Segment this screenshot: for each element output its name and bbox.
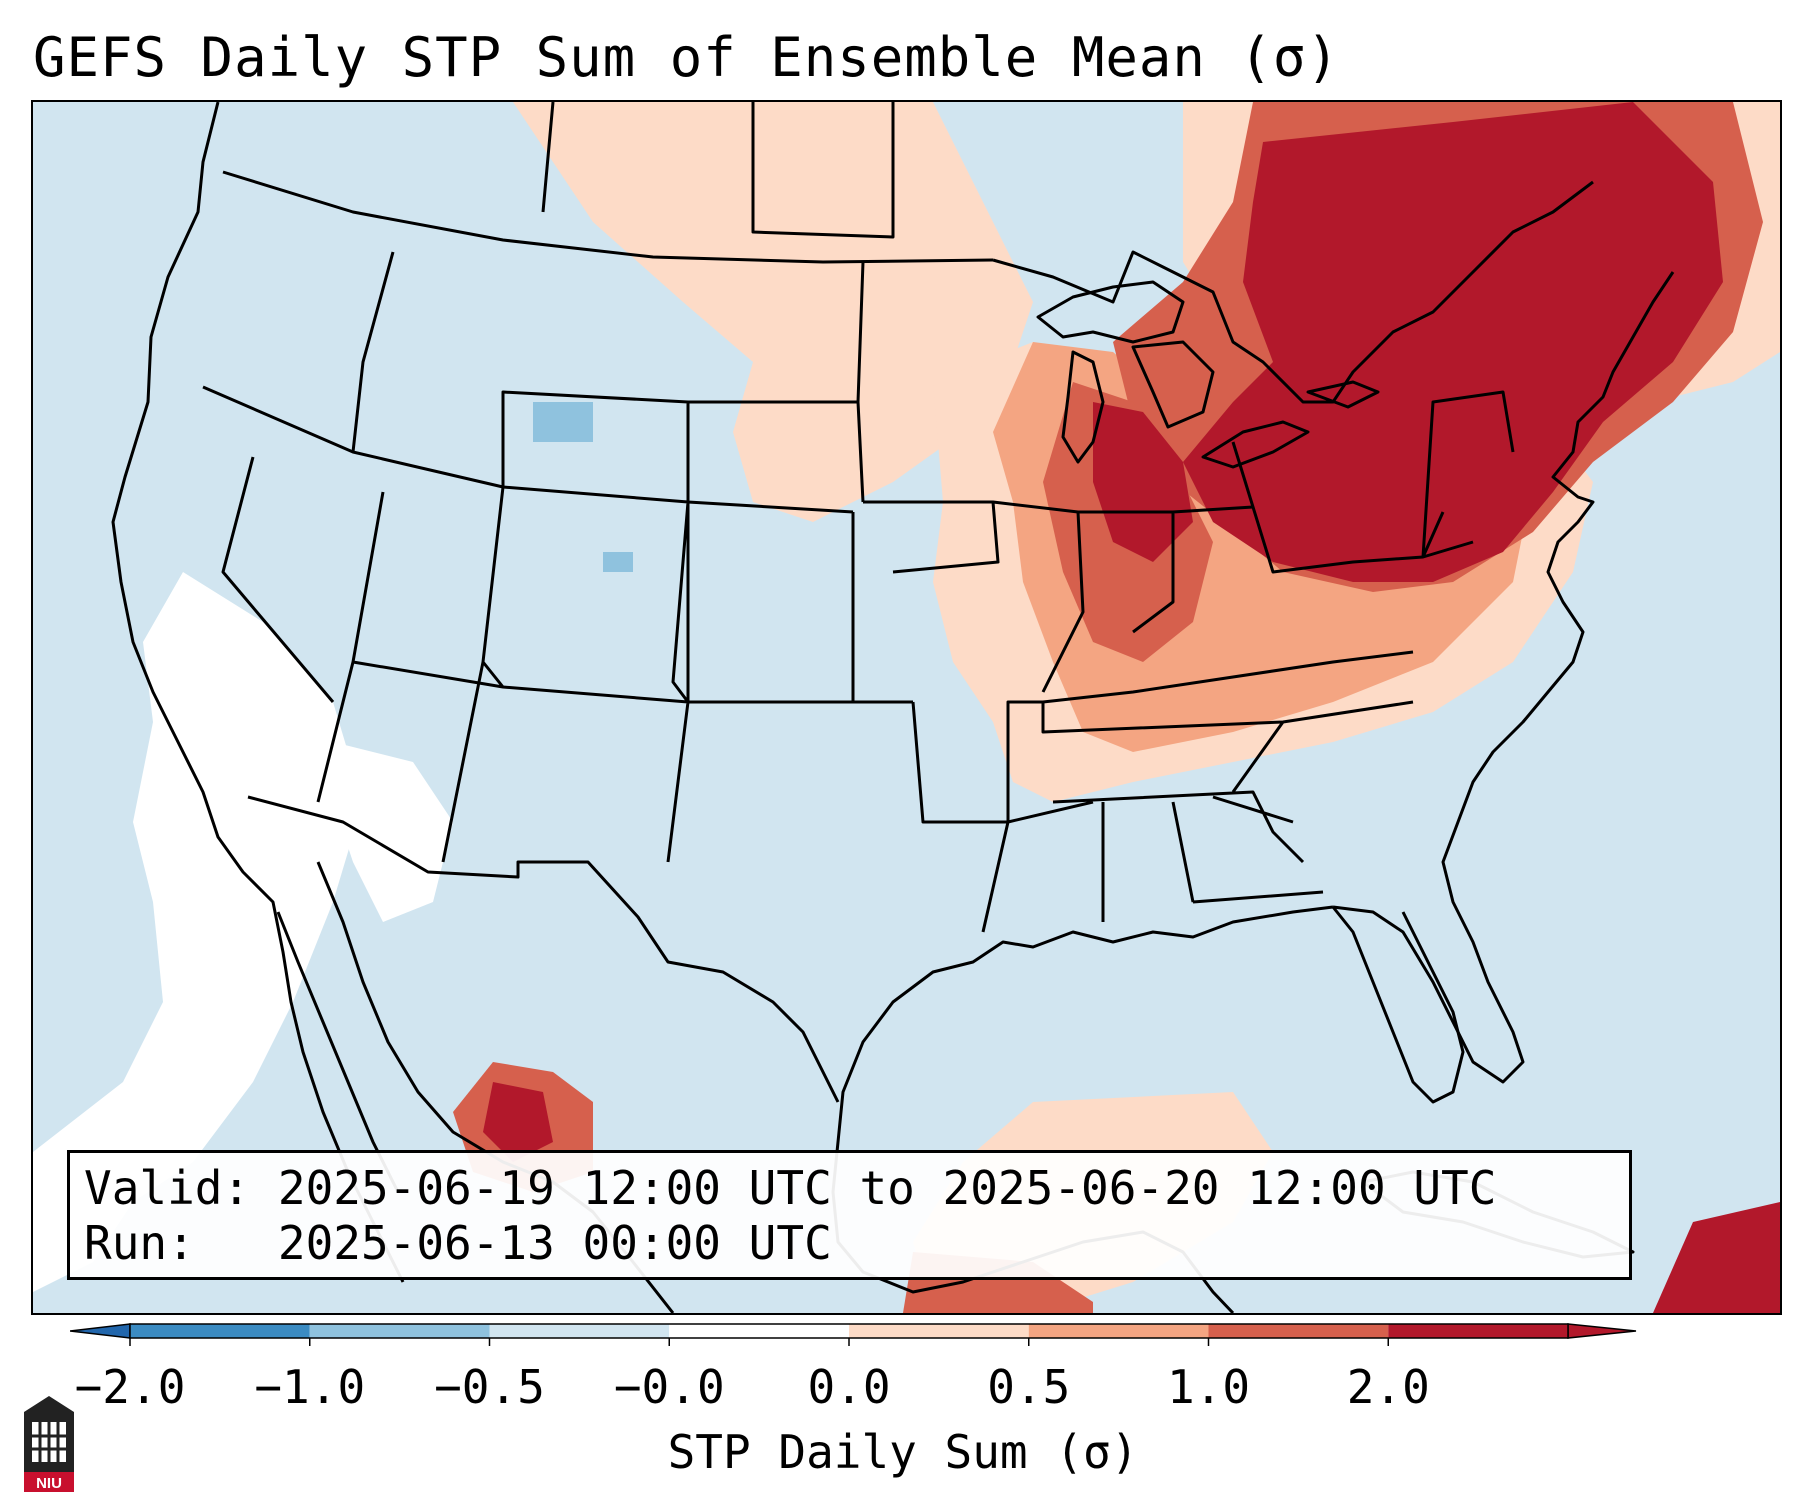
- chart-title: GEFS Daily STP Sum of Ensemble Mean (σ): [33, 26, 1340, 89]
- border-49n: [222, 170, 994, 264]
- colorbar-segment: [130, 1324, 310, 1338]
- colorbar-segment: [309, 1324, 490, 1338]
- colorbar-extend-min: [70, 1323, 131, 1339]
- anomaly-region: [1183, 102, 1723, 582]
- lake-michigan: [1061, 350, 1105, 464]
- border-mexico-us: [247, 795, 840, 1103]
- anomaly-region: [1653, 1202, 1780, 1313]
- atlantic-coastline: [1332, 271, 1675, 1084]
- colorbar-segment: [1208, 1324, 1389, 1338]
- anomaly-region: [513, 102, 1033, 522]
- colorbar-tick-label: −0.0: [613, 1360, 725, 1414]
- great-lakes-border: [992, 180, 1594, 404]
- colorbar-tick-label: −1.0: [254, 1360, 366, 1414]
- pacific-coastline: [111, 102, 405, 1283]
- lake-huron: [1131, 340, 1215, 429]
- colorbar-segment: [669, 1324, 849, 1338]
- colorbar-tick-label: 0.0: [807, 1360, 891, 1414]
- colorbar-segments: [70, 1323, 1637, 1346]
- anomaly-region: [1093, 402, 1193, 562]
- valid-label: Valid:: [84, 1161, 251, 1215]
- map-svg: [33, 102, 1780, 1313]
- svg-text:NIU: NIU: [36, 1475, 62, 1492]
- run-time: 2025-06-13 00:00 UTC: [277, 1216, 832, 1270]
- niu-logo-icon: NIU: [24, 1396, 74, 1492]
- map-panel: [31, 100, 1782, 1315]
- lake-ontario: [1306, 380, 1380, 409]
- colorbar-segment: [1388, 1324, 1568, 1338]
- florida: [1331, 906, 1465, 1104]
- anomaly-region: [483, 1082, 553, 1162]
- lake-erie: [1201, 420, 1310, 469]
- colorbar-tick-label: −2.0: [74, 1360, 186, 1414]
- valid-run-info-box: Valid: 2025-06-19 12:00 UTC to 2025-06-2…: [67, 1150, 1632, 1280]
- colorbar-label: STP Daily Sum (σ): [667, 1425, 1139, 1479]
- run-label: Run:: [84, 1216, 195, 1270]
- colorbar-segment: [849, 1324, 1029, 1338]
- colorbar: [70, 1323, 1637, 1346]
- anomaly-region: [603, 552, 633, 572]
- colorbar-segment: [1028, 1324, 1209, 1338]
- colorbar-tick-label: −0.5: [434, 1360, 545, 1414]
- anomaly-region: [533, 402, 593, 442]
- colorbar-segment: [489, 1324, 670, 1338]
- valid-time-range: 2025-06-19 12:00 UTC to 2025-06-20 12:00…: [277, 1161, 1497, 1215]
- anomaly-region: [33, 572, 363, 1292]
- colorbar-tick-label: 1.0: [1166, 1360, 1251, 1414]
- boundaries: [111, 102, 1675, 1313]
- colorbar-extend-max: [1567, 1323, 1637, 1339]
- lake-superior: [1036, 280, 1185, 344]
- colorbar-tick-label: 2.0: [1346, 1360, 1430, 1414]
- state-lines-east: [856, 261, 1515, 933]
- anomaly-region: [333, 742, 453, 922]
- colorbar-tick-label: 0.5: [987, 1360, 1071, 1414]
